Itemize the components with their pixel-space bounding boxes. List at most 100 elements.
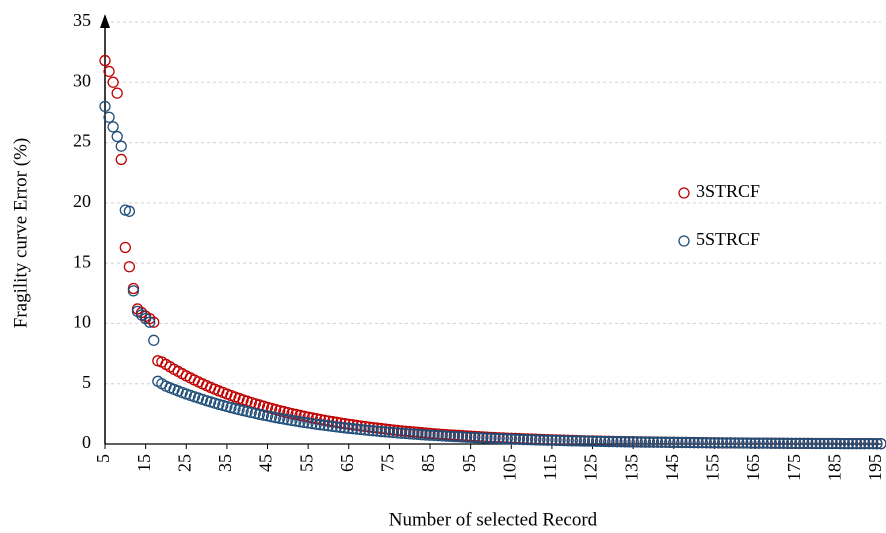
data-point — [229, 403, 241, 415]
data-point — [830, 437, 842, 450]
data-point — [838, 437, 851, 450]
data-point — [444, 430, 456, 443]
points — [99, 54, 886, 450]
data-point — [708, 437, 721, 449]
data-point — [111, 87, 123, 99]
data-point — [139, 312, 152, 325]
data-point — [371, 425, 383, 437]
legend: 3STRCF 5STRCF — [678, 181, 760, 249]
data-point — [107, 121, 119, 133]
data-point — [615, 436, 627, 448]
data-point — [257, 409, 270, 421]
data-point — [119, 241, 131, 254]
data-point — [387, 426, 400, 439]
data-point — [399, 427, 412, 440]
x-tick-label: 155 — [703, 454, 723, 481]
data-point — [607, 435, 619, 448]
data-point — [651, 436, 664, 448]
data-point — [416, 429, 428, 441]
data-point — [123, 205, 136, 217]
data-point — [542, 434, 554, 446]
data-point — [627, 436, 639, 448]
data-point — [558, 434, 570, 447]
data-point — [249, 407, 261, 420]
x-tick-label: 35 — [215, 454, 235, 472]
data-point — [404, 428, 416, 440]
data-point — [481, 432, 493, 444]
data-point — [489, 432, 501, 445]
data-point — [639, 436, 652, 448]
data-point — [509, 433, 521, 445]
data-point — [428, 429, 440, 442]
data-point — [818, 437, 830, 450]
x-tick-label: 195 — [865, 454, 885, 481]
data-point — [810, 437, 822, 450]
data-point — [595, 435, 607, 447]
data-point — [712, 437, 725, 449]
data-point — [582, 435, 595, 447]
legend-label: 5STRCF — [696, 229, 760, 249]
data-point — [538, 434, 550, 446]
data-point — [574, 435, 587, 447]
x-tick-label: 45 — [256, 454, 276, 472]
legend-marker — [678, 235, 690, 247]
data-point — [655, 436, 668, 448]
data-point — [290, 415, 302, 427]
data-point — [802, 437, 814, 450]
data-point — [725, 437, 737, 449]
data-point — [842, 437, 855, 450]
data-point — [680, 436, 692, 449]
data-point — [314, 419, 326, 431]
data-point — [148, 334, 160, 346]
data-point — [785, 437, 798, 450]
data-point — [855, 437, 867, 450]
data-point — [676, 436, 688, 449]
data-point — [460, 431, 473, 443]
data-point — [631, 436, 643, 448]
data-point — [286, 414, 298, 427]
data-point — [517, 433, 530, 446]
grid — [105, 21, 881, 385]
data-point — [757, 437, 769, 449]
x-tick-label: 15 — [134, 454, 154, 472]
data-point — [668, 436, 680, 449]
data-point — [781, 437, 794, 449]
y-tick-label: 25 — [73, 131, 91, 151]
data-point — [363, 424, 375, 437]
data-point — [684, 436, 696, 449]
data-point — [330, 421, 343, 433]
data-point — [347, 423, 359, 435]
data-point — [619, 436, 631, 448]
data-point — [436, 430, 448, 442]
data-point — [391, 427, 404, 439]
data-point — [859, 437, 871, 450]
data-point — [566, 435, 578, 447]
y-tick-label: 0 — [82, 432, 91, 452]
data-point — [326, 420, 339, 433]
data-point — [408, 428, 420, 440]
data-point — [826, 437, 838, 450]
data-point — [375, 425, 387, 438]
data-point — [794, 437, 806, 450]
data-point — [534, 434, 546, 446]
data-point — [127, 282, 140, 295]
data-point — [863, 437, 875, 450]
data-point — [720, 437, 733, 449]
data-point — [635, 436, 647, 448]
data-point — [497, 433, 509, 445]
data-point — [379, 426, 391, 438]
y-tick-label: 15 — [73, 251, 91, 271]
x-tick-label: 55 — [296, 454, 316, 472]
data-point — [432, 430, 444, 442]
y-tick-label: 30 — [73, 70, 91, 90]
data-point — [749, 437, 761, 449]
data-point — [269, 411, 282, 424]
data-point — [753, 437, 765, 449]
data-point — [806, 437, 818, 450]
x-tick-label: 25 — [174, 454, 194, 472]
data-point — [521, 434, 534, 446]
data-point — [647, 436, 660, 448]
x-tick-label: 65 — [337, 454, 357, 472]
data-point — [485, 432, 497, 444]
data-point — [355, 423, 367, 436]
